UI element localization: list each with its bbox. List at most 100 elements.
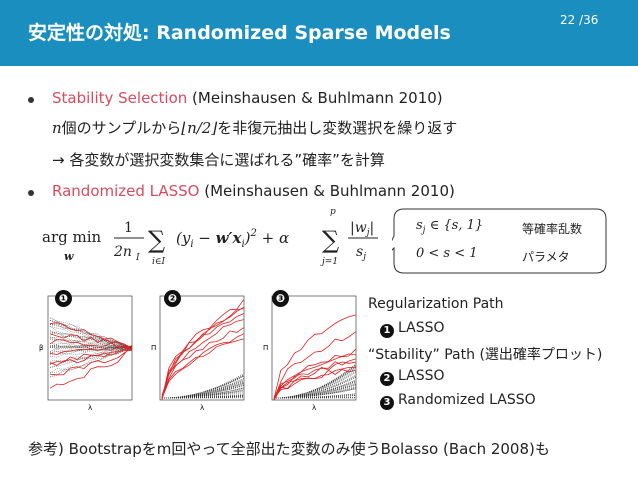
plot-path-relevant: [273, 314, 356, 399]
plot-path-noise: [273, 371, 356, 399]
plot-path-noise: [273, 376, 356, 399]
plot-path-relevant: [161, 313, 244, 396]
plot-path-noise: [273, 365, 356, 399]
line1-text: 個のサンプルから: [61, 119, 182, 137]
randomized-lasso-formula: arg min w 1 2n I ∑ i∈I (yi − w′xi)2 + α …: [42, 207, 378, 267]
plot-path-noise: [273, 364, 356, 399]
line1b-text: を非復元抽出し変数選択を繰り返す: [217, 119, 458, 137]
plot-ylabel: Π: [263, 344, 268, 352]
plot-path-noise: [273, 388, 356, 399]
plot-path-noise: [49, 347, 132, 374]
plot-path-noise: [49, 344, 132, 349]
plot-marker-1: ❶: [55, 290, 72, 307]
footnote: 参考) Bootstrapをm回やって全部出た変数のみ使うBolasso (Ba…: [28, 440, 550, 458]
plot-path-relevant: [161, 299, 244, 400]
legend-item-lasso-2: 2 LASSO: [380, 368, 445, 386]
plot-path-noise: [273, 384, 356, 399]
sum1-sub: i∈I: [152, 257, 166, 267]
frac2-den: sj: [356, 244, 366, 262]
legend-marker-2: 2: [380, 372, 394, 386]
slide-header: 安定性の対処: Randomized Sparse Models 22 /36: [0, 0, 638, 66]
bullet-dot: [28, 97, 34, 103]
argmin-var: w: [64, 250, 74, 263]
plot-ylabel: β: [39, 344, 43, 352]
plot-path-noise: [161, 374, 244, 399]
plot-lasso-stability-path: Πλ: [151, 295, 245, 412]
plot-path-noise: [273, 374, 356, 399]
bullet-citation: (Meinshausen & Buhlmann 2010): [187, 89, 443, 107]
bullet-highlight: Randomized LASSO: [52, 182, 200, 200]
argmin-text: arg min: [42, 228, 102, 246]
plot-path-noise: [273, 388, 356, 399]
plot-path-noise: [274, 394, 356, 399]
plot-path-noise: [49, 323, 132, 349]
n-symbol: n: [52, 119, 62, 137]
plot-path-noise: [49, 317, 132, 347]
plot-path-relevant: [161, 306, 244, 399]
plot-xlabel: λ: [312, 404, 316, 412]
plot-path-noise: [161, 385, 244, 399]
page-number: 22 /36: [560, 13, 599, 27]
sum1-symbol: ∑: [148, 226, 165, 254]
plot-path-noise: [273, 367, 356, 399]
plot-path-relevant: [49, 333, 132, 350]
plot-path-noise: [49, 332, 132, 348]
plot-path-noise: [49, 346, 132, 352]
plot-path-relevant: [273, 361, 356, 401]
plot-path-noise: [273, 388, 356, 399]
plot-path-noise: [273, 388, 356, 399]
floor-expression: ⌊n/2⌋: [181, 119, 218, 137]
plot-path-noise: [273, 384, 356, 399]
plot-path-noise: [273, 366, 356, 399]
plot-path-noise: [162, 396, 244, 399]
plot-path-relevant: [273, 358, 356, 401]
plot-frame: [271, 295, 357, 401]
plot-frame: [47, 295, 133, 401]
legend-item-lasso-1: 1 LASSO: [380, 320, 445, 338]
plot-path-noise: [274, 397, 356, 399]
bullet-highlight: Stability Selection: [52, 89, 188, 107]
plot-xlabel: λ: [200, 404, 204, 412]
legend-item-randomized-lasso: 3 Randomized LASSO: [380, 392, 536, 410]
plot-path-noise: [49, 330, 132, 350]
callout-row1-math: sj ∈ {s, 1}: [416, 218, 484, 236]
plot-path-noise: [49, 336, 132, 349]
plot-path-noise: [161, 389, 244, 399]
plot-path-noise: [273, 367, 356, 399]
plot-xlabel: λ: [88, 404, 92, 412]
plot-path-noise: [49, 346, 132, 368]
plot-path-noise: [49, 345, 132, 351]
plot-path-noise: [161, 390, 244, 399]
plot-path-noise: [273, 384, 356, 399]
plot-randomized-lasso-stability-path: Πλ: [263, 295, 357, 412]
body-y: (yi − w′xi)2 + α: [176, 228, 289, 250]
plot-path-relevant: [161, 333, 244, 399]
plot-path-relevant: [273, 353, 356, 400]
frac2-num: |wj|: [350, 220, 374, 238]
bullet-dot: [28, 190, 34, 196]
plot-path-noise: [162, 394, 244, 399]
plot-path-relevant: [161, 308, 244, 400]
plot-path-noise: [273, 387, 356, 399]
legend-marker-3: 3: [380, 396, 394, 410]
plot-path-noise: [49, 346, 132, 353]
sum2-sub: j=1: [320, 257, 338, 267]
plot-path-relevant: [161, 338, 244, 399]
bullet-citation: (Meinshausen & Buhlmann 2010): [199, 182, 455, 200]
plot-path-noise: [49, 342, 132, 349]
frac1-den: 2n: [113, 244, 132, 260]
plot-path-noise: [273, 375, 356, 399]
frac1-num: 1: [124, 220, 133, 236]
callout-frame: [392, 208, 607, 274]
legend-regularization-path: Regularization Path: [368, 296, 504, 312]
parameter-callout: sj ∈ {s, 1} 等確率乱数 0 < s < 1 パラメタ: [392, 208, 608, 274]
plot-path-noise: [273, 377, 356, 399]
legend-stability-path: “Stability” Path (選出確率プロット): [368, 347, 603, 363]
stability-line-1: n個のサンプルから⌊n/2⌋を非復元抽出し変数選択を繰り返す: [52, 117, 457, 138]
plot-path-noise: [161, 376, 244, 399]
plot-lasso-regularization-path: βλ: [39, 295, 133, 412]
plot-path-relevant: [49, 339, 132, 351]
plot-path-relevant: [49, 346, 132, 355]
plot-path-noise: [273, 386, 356, 399]
plot-path-noise: [49, 317, 132, 349]
